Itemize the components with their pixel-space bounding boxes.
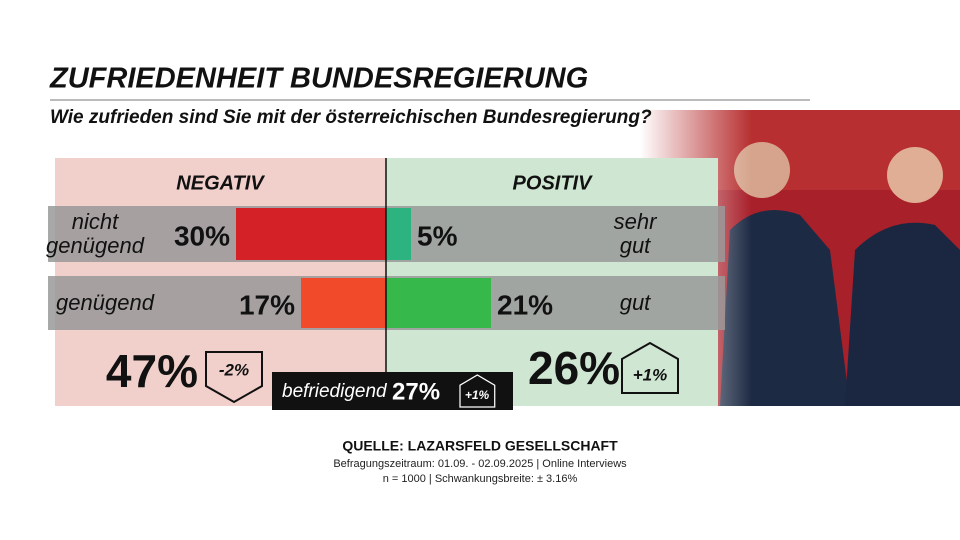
value-label: 21% — [497, 289, 553, 320]
change-badge — [205, 351, 263, 404]
negative-header: NEGATIV — [176, 172, 265, 194]
bar — [386, 278, 491, 328]
total: 47% — [106, 345, 198, 397]
value-label: 17% — [239, 289, 295, 320]
bar — [301, 278, 386, 328]
source-line: n = 1000 | Schwankungsbreite: ± 3.16% — [383, 473, 578, 485]
value-label: 5% — [417, 220, 458, 251]
change-label: -2% — [219, 360, 249, 379]
title: ZUFRIEDENHEIT BUNDESREGIERUNG — [49, 63, 588, 95]
category-label: nicht genügend — [46, 209, 144, 258]
positive-header: POSITIV — [513, 172, 594, 194]
category-label: genügend — [56, 290, 154, 315]
neutral-name: befriedigend — [282, 381, 388, 402]
change-label: +1% — [633, 365, 668, 384]
value-label: 30% — [174, 220, 230, 251]
bar — [236, 208, 386, 260]
total: 26% — [528, 342, 620, 394]
change-label: +1% — [465, 388, 490, 402]
category-label: sehr gut — [613, 209, 657, 258]
subtitle: Wie zufrieden sind Sie mit der österreic… — [50, 107, 652, 128]
category-label: gut — [619, 290, 651, 315]
change-badge — [459, 374, 496, 408]
neutral-value: 27% — [392, 378, 440, 405]
bar — [386, 208, 411, 260]
change-badge — [621, 341, 679, 394]
source-line: Befragungszeitraum: 01.09. - 02.09.2025 … — [333, 458, 627, 470]
source: QUELLE: LAZARSFELD GESELLSCHAFT — [342, 438, 618, 454]
